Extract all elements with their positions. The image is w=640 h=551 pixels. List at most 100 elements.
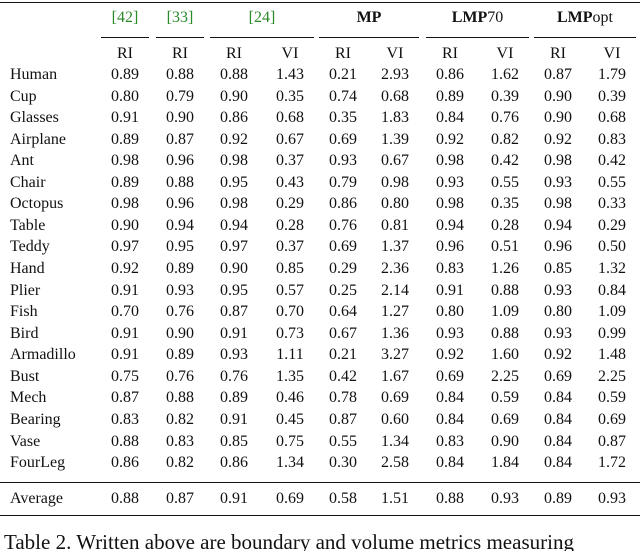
cell: 0.69 — [544, 367, 572, 385]
cell: 1.27 — [381, 303, 409, 321]
row-label: Ant — [10, 152, 34, 170]
cell: 0.96 — [436, 238, 464, 256]
cell: 0.39 — [491, 87, 519, 105]
row-label: Vase — [10, 432, 41, 450]
cell: 0.25 — [329, 281, 357, 299]
cell: 0.84 — [436, 389, 464, 407]
subheader: VI — [496, 45, 514, 62]
row-label: Glasses — [10, 109, 59, 127]
cell: 0.87 — [166, 130, 194, 148]
row-label: Armadillo — [10, 346, 76, 364]
cell: 0.86 — [220, 109, 248, 127]
cell: 0.21 — [329, 66, 357, 83]
cell: 0.79 — [329, 173, 357, 191]
cell: 0.45 — [276, 410, 304, 428]
cell: 0.84 — [544, 432, 572, 450]
cell: 0.91 — [220, 490, 248, 507]
cell: 0.88 — [166, 173, 194, 191]
cell: 0.59 — [491, 389, 519, 407]
cell: 0.82 — [166, 454, 194, 472]
row-label: Bird — [10, 324, 39, 342]
cell: 0.21 — [329, 346, 357, 364]
row-label: Teddy — [10, 238, 50, 256]
cell: 2.58 — [381, 454, 409, 472]
cell: 0.98 — [111, 195, 139, 213]
row-label: Bearing — [10, 410, 61, 428]
cell: 1.72 — [598, 454, 626, 472]
mid-rule — [0, 482, 640, 483]
cell: 3.27 — [381, 346, 409, 364]
cell: 0.98 — [436, 195, 464, 213]
cell: 0.88 — [220, 66, 248, 83]
cell: 0.76 — [166, 367, 194, 385]
cell: 1.83 — [381, 109, 409, 127]
cell: 0.85 — [544, 260, 572, 278]
group-text: [24] — [248, 9, 276, 26]
group-header: [33] — [167, 9, 194, 27]
cell: 0.82 — [491, 130, 519, 148]
cell: 0.35 — [276, 87, 304, 105]
cell: 0.84 — [436, 109, 464, 127]
row-label: Hand — [10, 260, 45, 278]
cell: 0.76 — [166, 303, 194, 321]
group-bold: MP — [356, 9, 382, 26]
cell: 0.43 — [276, 173, 304, 191]
cell: 0.86 — [220, 454, 248, 472]
cell: 0.92 — [436, 346, 464, 364]
group-header: [42] — [112, 9, 139, 27]
cell: 0.55 — [329, 432, 357, 450]
cell: 2.14 — [381, 281, 409, 299]
subheader: RI — [550, 45, 566, 62]
cell: 0.89 — [220, 389, 248, 407]
group-rule — [426, 37, 529, 38]
cell: 0.94 — [544, 216, 572, 234]
cell: 0.75 — [111, 367, 139, 385]
cell: 0.89 — [166, 346, 194, 364]
cell: 1.09 — [598, 303, 626, 321]
bottom-rule — [0, 515, 640, 516]
subheader: VI — [386, 45, 404, 62]
cell: 0.86 — [329, 195, 357, 213]
cell: 0.87 — [598, 432, 626, 450]
cell: 0.93 — [598, 490, 626, 507]
cell: 0.87 — [329, 410, 357, 428]
cell: 0.55 — [491, 173, 519, 191]
cell: 0.92 — [436, 130, 464, 148]
cell: 0.28 — [491, 216, 519, 234]
cell: 0.93 — [491, 490, 519, 507]
cell: 0.58 — [329, 490, 357, 507]
cell: 0.90 — [544, 87, 572, 105]
cell: 0.95 — [220, 281, 248, 299]
cell: 1.34 — [381, 432, 409, 450]
cell: 2.25 — [491, 367, 519, 385]
subheader: RI — [117, 45, 133, 62]
cell: 0.91 — [111, 281, 139, 299]
cell: 0.30 — [329, 454, 357, 472]
group-header: [24] — [249, 9, 276, 27]
cell: 2.36 — [381, 260, 409, 278]
cell: 0.46 — [276, 389, 304, 407]
cell: 0.64 — [329, 303, 357, 321]
cell: 0.93 — [544, 324, 572, 342]
row-label: Cup — [10, 87, 37, 105]
cell: 0.37 — [276, 152, 304, 170]
cell: 0.83 — [111, 410, 139, 428]
cell: 0.88 — [491, 324, 519, 342]
cell: 0.78 — [329, 389, 357, 407]
cell: 0.93 — [436, 173, 464, 191]
cell: 0.93 — [329, 152, 357, 170]
cell: 0.88 — [166, 66, 194, 83]
caption: Table 2. Written above are boundary and … — [4, 530, 574, 551]
cell: 0.67 — [329, 324, 357, 342]
cell: 0.76 — [329, 216, 357, 234]
cell: 0.33 — [598, 195, 626, 213]
group-bold: LMP — [557, 9, 593, 26]
cell: 1.84 — [491, 454, 519, 472]
cell: 1.43 — [276, 66, 304, 83]
cell: 0.86 — [111, 454, 139, 472]
cell: 0.51 — [491, 238, 519, 256]
cell: 0.84 — [598, 281, 626, 299]
cell: 0.93 — [166, 281, 194, 299]
cell: 0.42 — [329, 367, 357, 385]
cell: 0.90 — [220, 87, 248, 105]
